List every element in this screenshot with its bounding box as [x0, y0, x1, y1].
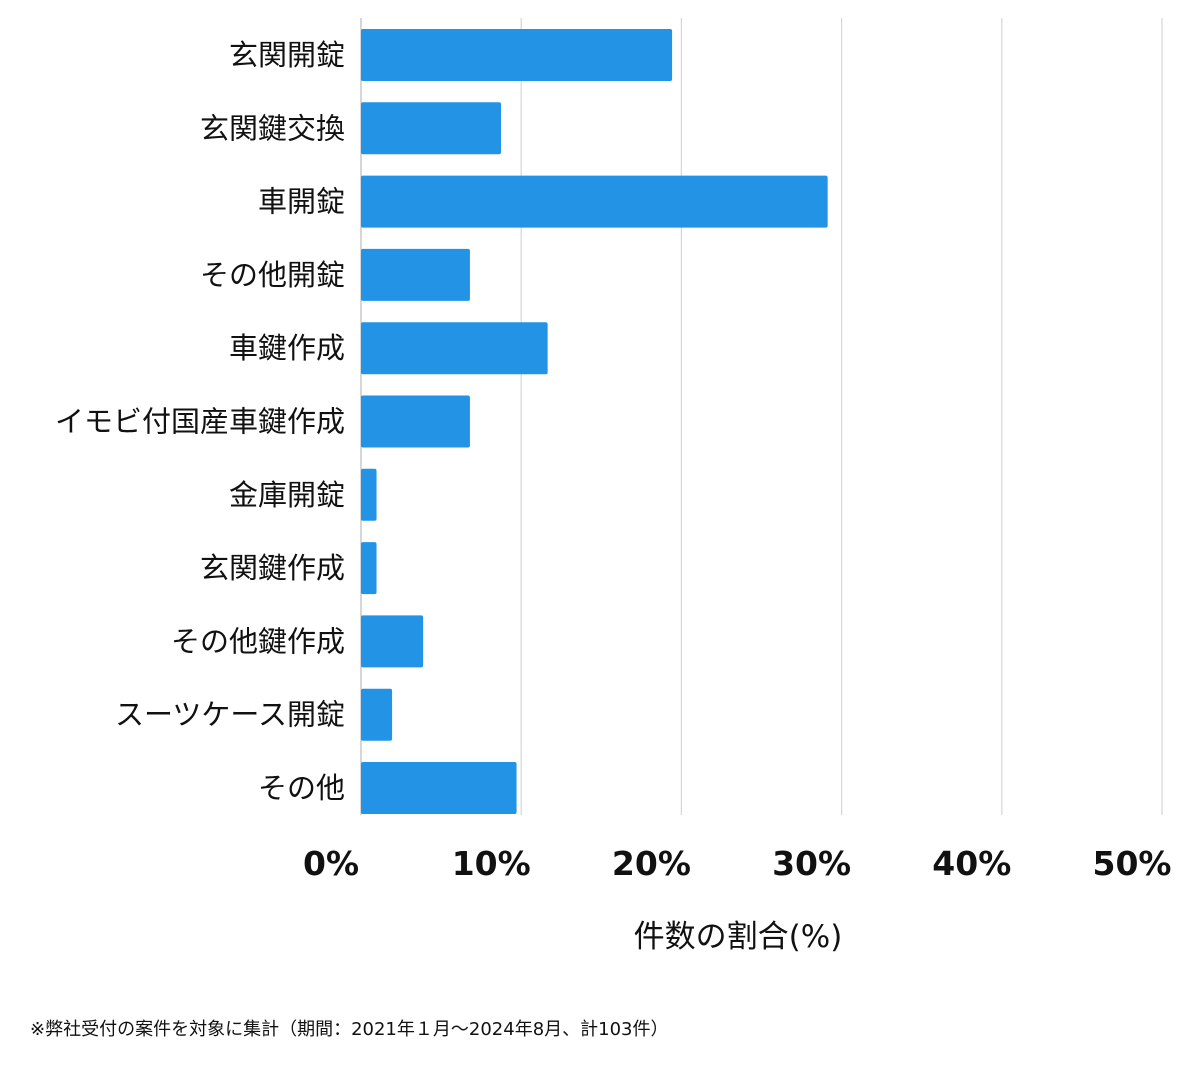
category-label: 金庫開錠 [229, 478, 345, 512]
x-tick-label: 20% [612, 844, 691, 883]
x-tick-label: 50% [1093, 844, 1172, 883]
footnote: ※弊社受付の案件を対象に集計（期間：2021年１月〜2024年8月、計103件） [30, 1019, 669, 1040]
x-axis-label: 件数の割合(%) [634, 919, 843, 955]
category-label: 車開錠 [258, 185, 345, 219]
bar [361, 248, 470, 301]
bar [361, 468, 377, 521]
x-tick-label: 30% [772, 844, 851, 883]
x-tick-label: 10% [452, 844, 531, 883]
x-tick-label: 40% [932, 844, 1011, 883]
category-label: 玄関鍵作成 [200, 551, 345, 585]
category-label: 玄関開錠 [229, 38, 345, 72]
bar [361, 175, 828, 228]
category-label: その他 [258, 771, 345, 805]
category-label: 車鍵作成 [229, 331, 345, 365]
bar [361, 29, 673, 81]
bar [361, 542, 377, 595]
category-label: その他開錠 [200, 258, 345, 292]
category-label: その他鍵作成 [171, 624, 345, 658]
category-label: 玄関鍵交換 [200, 111, 345, 145]
bar [361, 762, 517, 814]
bar [361, 322, 548, 375]
bar-chart: 玄関開錠玄関鍵交換車開錠その他開錠車鍵作成イモビ付国産車鍵作成金庫開錠玄関鍵作成… [55, 18, 1172, 955]
bar [361, 688, 393, 741]
category-label: スーツケース開錠 [115, 698, 345, 732]
category-label: イモビ付国産車鍵作成 [55, 405, 345, 439]
bar [361, 102, 502, 155]
x-tick-label: 0% [303, 844, 359, 883]
bar [361, 615, 424, 668]
bar [361, 395, 470, 448]
